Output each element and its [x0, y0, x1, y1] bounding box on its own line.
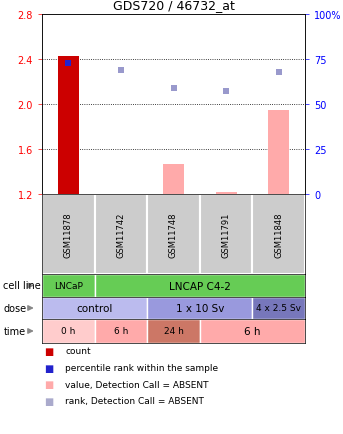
Text: 6 h: 6 h	[244, 326, 261, 336]
Bar	[268, 110, 289, 194]
Bar	[95, 194, 147, 274]
Text: cell line: cell line	[3, 281, 41, 291]
Text: LNCAP C4-2: LNCAP C4-2	[169, 281, 231, 291]
Text: 0 h: 0 h	[61, 327, 75, 336]
Text: GSM11878: GSM11878	[64, 212, 73, 257]
Text: GSM11791: GSM11791	[222, 212, 230, 257]
Text: percentile rank within the sample: percentile rank within the sample	[65, 363, 218, 372]
Text: 4 x 2.5 Sv: 4 x 2.5 Sv	[256, 304, 301, 313]
Bar	[42, 274, 95, 297]
Text: 6 h: 6 h	[114, 327, 128, 336]
Text: ■: ■	[45, 346, 54, 356]
Text: GSM11748: GSM11748	[169, 212, 178, 257]
Text: ■: ■	[45, 396, 54, 406]
Text: LNCaP: LNCaP	[54, 281, 83, 290]
Bar	[200, 319, 305, 343]
Text: time: time	[3, 326, 26, 336]
Bar	[163, 164, 184, 194]
Text: 24 h: 24 h	[164, 327, 184, 336]
Point	[276, 69, 282, 76]
Text: rank, Detection Call = ABSENT: rank, Detection Call = ABSENT	[65, 396, 204, 405]
Text: dose: dose	[3, 303, 26, 313]
Point	[223, 89, 229, 95]
Point	[66, 60, 71, 67]
Text: value, Detection Call = ABSENT: value, Detection Call = ABSENT	[65, 380, 209, 389]
Bar	[216, 192, 237, 194]
Bar	[95, 319, 147, 343]
Text: count: count	[65, 347, 91, 356]
Text: GSM11848: GSM11848	[274, 212, 283, 257]
Text: ■: ■	[45, 363, 54, 373]
Bar	[252, 194, 305, 274]
Bar	[42, 297, 147, 319]
Bar	[42, 319, 95, 343]
Bar	[252, 297, 305, 319]
Bar	[147, 319, 200, 343]
Text: GSM11742: GSM11742	[116, 212, 126, 257]
Bar	[58, 56, 79, 194]
Text: control: control	[76, 303, 113, 313]
Text: ■: ■	[45, 379, 54, 389]
Bar	[42, 194, 95, 274]
Point	[118, 67, 123, 74]
Bar	[147, 297, 252, 319]
Bar	[147, 194, 200, 274]
Title: GDS720 / 46732_at: GDS720 / 46732_at	[113, 0, 234, 13]
Text: 1 x 10 Sv: 1 x 10 Sv	[176, 303, 224, 313]
Point	[171, 85, 176, 92]
Bar	[95, 274, 305, 297]
Bar	[200, 194, 252, 274]
